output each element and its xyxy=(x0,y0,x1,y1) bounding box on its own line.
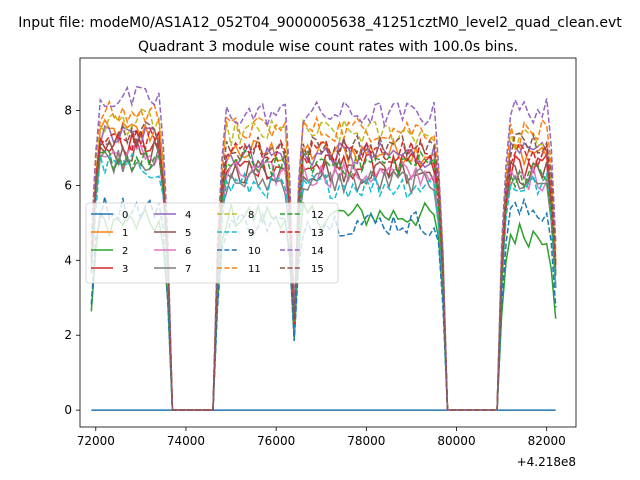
legend-label-12: 12 xyxy=(311,210,324,221)
x-tick-label: 80000 xyxy=(437,434,475,448)
legend-label-5: 5 xyxy=(185,228,191,239)
x-tick-label: 76000 xyxy=(257,434,295,448)
series-line-15 xyxy=(90,120,557,411)
legend-label-8: 8 xyxy=(248,210,254,221)
y-tick-label: 6 xyxy=(64,178,72,192)
legend-label-1: 1 xyxy=(122,228,128,239)
legend-label-15: 15 xyxy=(311,264,324,275)
x-tick-label: 74000 xyxy=(167,434,205,448)
legend-label-11: 11 xyxy=(248,264,261,275)
legend-label-3: 3 xyxy=(122,264,128,275)
legend-label-7: 7 xyxy=(185,264,191,275)
legend-label-10: 10 xyxy=(248,246,261,257)
y-tick-label: 2 xyxy=(64,328,72,342)
plot-frame xyxy=(79,57,577,428)
x-offset-label: +4.218e8 xyxy=(517,455,576,469)
legend-label-0: 0 xyxy=(122,210,128,221)
legend-label-4: 4 xyxy=(185,210,191,221)
legend-box xyxy=(85,202,339,284)
x-tick-label: 78000 xyxy=(347,434,385,448)
x-tick-label: 72000 xyxy=(77,434,115,448)
legend-label-9: 9 xyxy=(248,228,254,239)
legend-label-14: 14 xyxy=(311,246,324,257)
y-tick-label: 0 xyxy=(64,403,72,417)
legend-label-6: 6 xyxy=(185,246,191,257)
legend-label-2: 2 xyxy=(122,246,128,257)
y-tick-label: 8 xyxy=(64,103,72,117)
x-tick-label: 82000 xyxy=(528,434,566,448)
y-tick-label: 4 xyxy=(64,253,72,267)
suptitle: Input file: modeM0/AS1A12_052T04_9000005… xyxy=(18,15,622,31)
chart-title: Quadrant 3 module wise count rates with … xyxy=(138,39,518,55)
axis-layer: 72000 74000 76000 78000 80000 82000 0 2 4 6 8 xyxy=(64,103,565,448)
legend-label-13: 13 xyxy=(311,228,324,239)
